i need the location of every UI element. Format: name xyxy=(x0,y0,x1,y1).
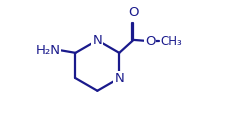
Text: N: N xyxy=(114,72,124,85)
Text: O: O xyxy=(145,35,156,48)
Text: CH₃: CH₃ xyxy=(161,35,182,48)
Text: N: N xyxy=(92,34,102,47)
Text: O: O xyxy=(128,6,139,19)
Text: H₂N: H₂N xyxy=(36,44,61,57)
